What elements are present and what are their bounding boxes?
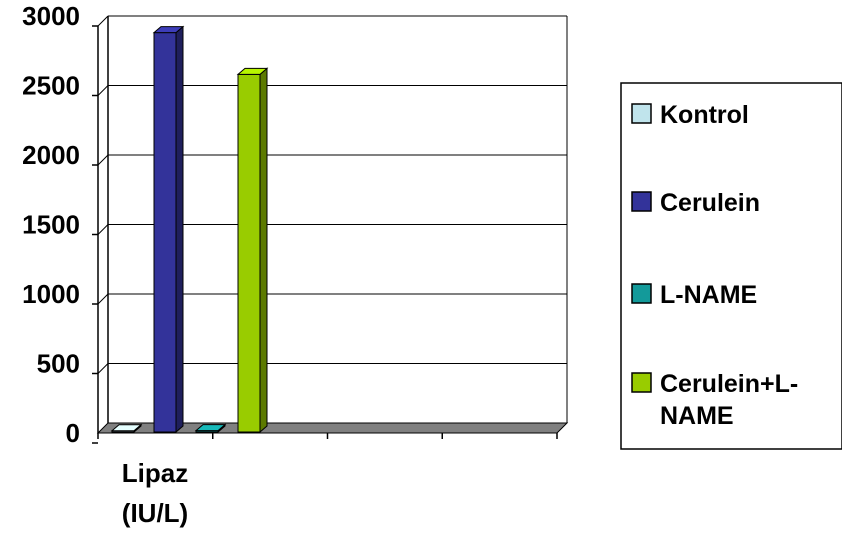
legend-box bbox=[620, 82, 842, 450]
y-tick-label: 500 bbox=[37, 349, 80, 379]
legend-swatch bbox=[631, 103, 652, 124]
gridline-side bbox=[97, 154, 109, 166]
gridline-side bbox=[97, 293, 109, 305]
x-category-labels: Lipaz (IU/L) bbox=[122, 458, 188, 528]
y-tick-label: 1500 bbox=[22, 210, 80, 240]
bar-front bbox=[153, 32, 177, 433]
bar-cerulein-l-name bbox=[236, 67, 269, 434]
bar-front bbox=[237, 73, 261, 433]
gridline-side bbox=[97, 85, 109, 96]
y-tick-label: 0 bbox=[66, 418, 80, 448]
bar-side bbox=[175, 25, 184, 434]
plot-back-wall bbox=[108, 16, 567, 423]
gridline-side bbox=[97, 15, 109, 27]
legend: Kontrol Cerulein L-NAME Cerulein+L-NAME bbox=[620, 82, 842, 450]
legend-swatch bbox=[631, 372, 652, 393]
legend-label: Cerulein bbox=[660, 189, 760, 217]
bar-top bbox=[236, 67, 269, 75]
legend-label: Kontrol bbox=[660, 101, 749, 129]
legend-swatch bbox=[631, 283, 652, 304]
bar-side bbox=[259, 67, 268, 434]
y-tick-labels: 0 500 1000 1500 2000 2500 3000 bbox=[22, 1, 80, 448]
bar-cerulein bbox=[152, 25, 185, 434]
bar-top bbox=[194, 424, 227, 432]
y-tick-label: 2500 bbox=[22, 71, 80, 101]
bar-kontrol bbox=[110, 423, 143, 434]
legend-label: Cerulein+L-NAME bbox=[660, 370, 798, 430]
gridline-side bbox=[97, 224, 109, 235]
bar-top bbox=[152, 26, 185, 34]
bars bbox=[110, 25, 269, 434]
y-tick-label: 1000 bbox=[22, 279, 80, 309]
legend-label: L-NAME bbox=[660, 281, 757, 309]
bar-top bbox=[110, 424, 143, 432]
x-category-label: Lipaz (IU/L) bbox=[122, 458, 188, 528]
y-tick-label: 2000 bbox=[22, 140, 80, 170]
bar-l-name bbox=[194, 423, 227, 434]
gridline-side bbox=[97, 363, 109, 374]
legend-swatch bbox=[631, 191, 652, 212]
y-tick-label: 3000 bbox=[22, 1, 80, 31]
